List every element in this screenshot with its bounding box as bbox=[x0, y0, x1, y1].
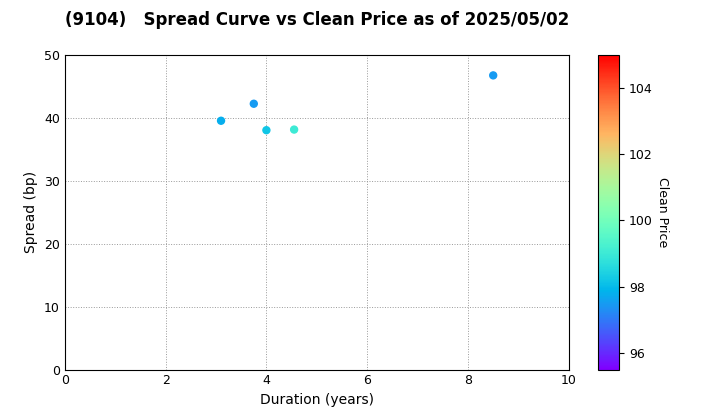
Y-axis label: Clean Price: Clean Price bbox=[657, 177, 670, 247]
Y-axis label: Spread (bp): Spread (bp) bbox=[24, 171, 38, 253]
Point bbox=[248, 100, 260, 107]
Point bbox=[487, 72, 499, 79]
X-axis label: Duration (years): Duration (years) bbox=[260, 393, 374, 407]
Text: (9104)   Spread Curve vs Clean Price as of 2025/05/02: (9104) Spread Curve vs Clean Price as of… bbox=[65, 11, 569, 29]
Point bbox=[261, 127, 272, 134]
Point bbox=[288, 126, 300, 133]
Point bbox=[215, 117, 227, 124]
